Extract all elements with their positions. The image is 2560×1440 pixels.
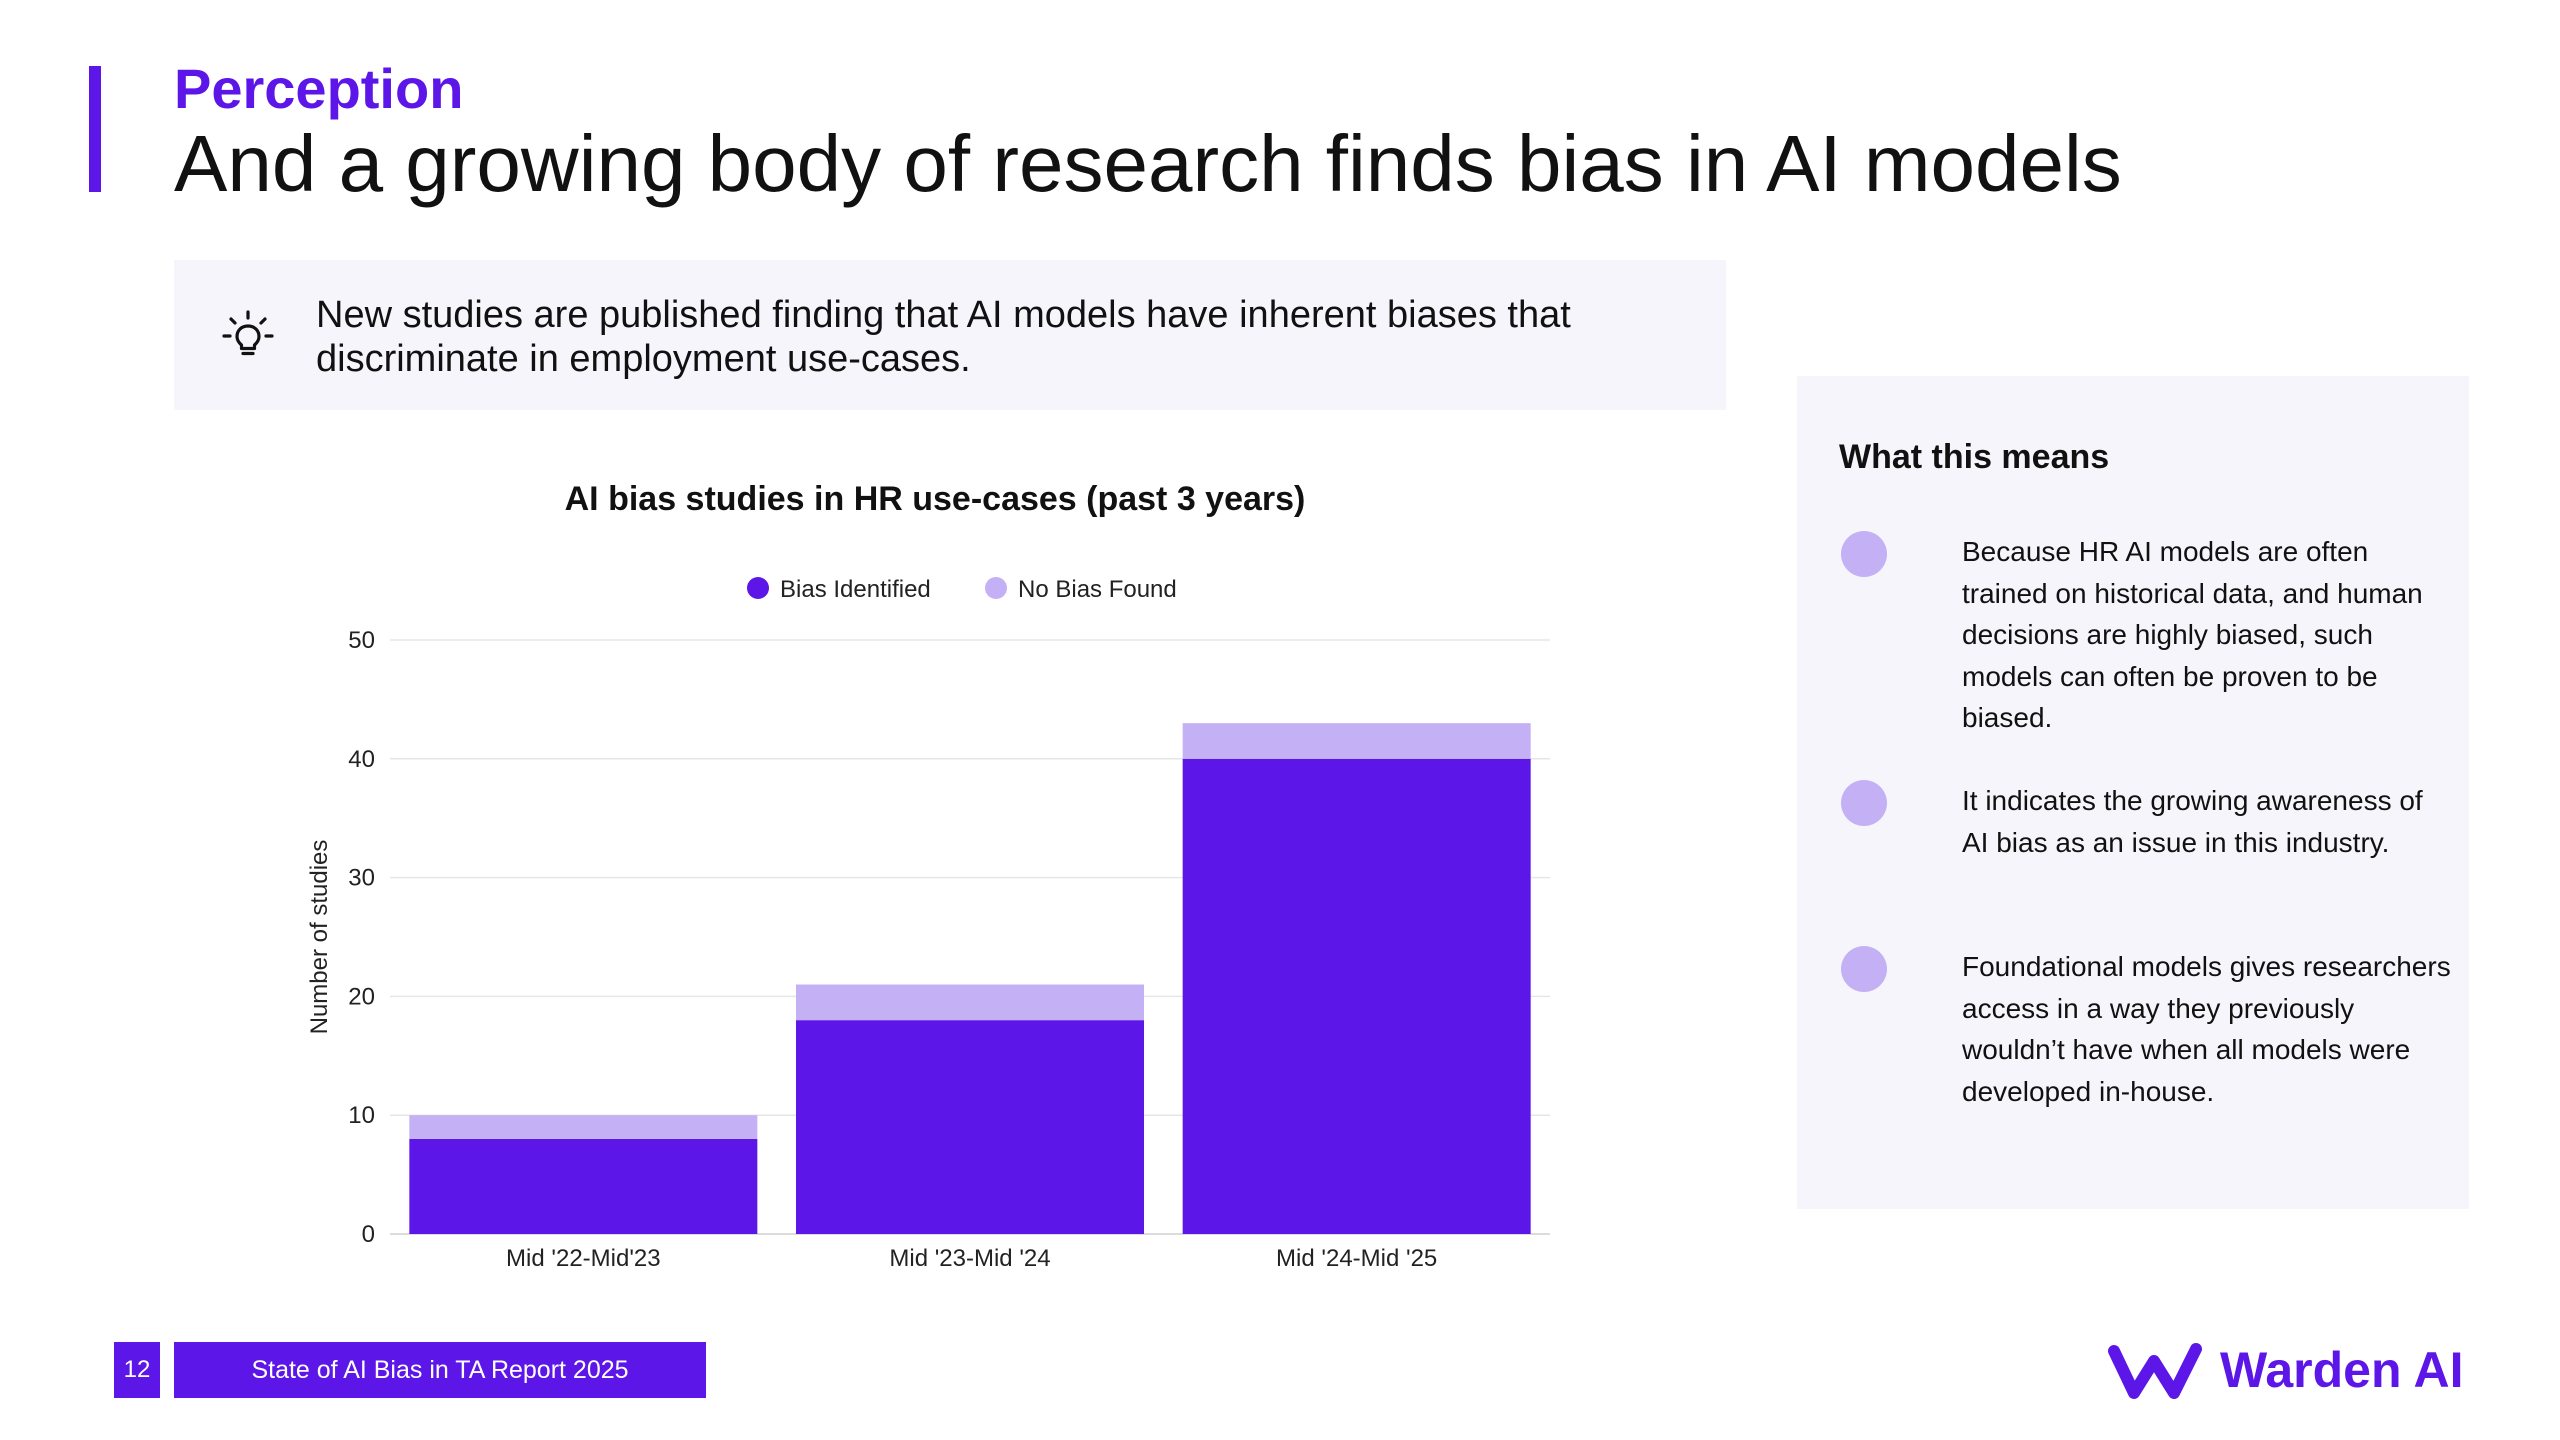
logo-text: Warden AI — [2220, 1342, 2464, 1398]
page-title: And a growing body of research finds bia… — [174, 119, 2122, 208]
point-text: Because HR AI models are often trained o… — [1962, 536, 2423, 733]
page-number: 12 — [114, 1342, 160, 1398]
legend-label-1: Bias Identified — [780, 576, 931, 603]
bullet-dot-icon — [1841, 946, 1887, 992]
y-tick-label: 20 — [348, 983, 375, 1010]
report-title: State of AI Bias in TA Report 2025 — [174, 1342, 706, 1398]
y-axis-label: Number of studies — [306, 840, 333, 1035]
legend-marker-1 — [747, 577, 769, 599]
bar-2-1 — [409, 1115, 758, 1139]
x-tick-label: Mid '22-Mid'23 — [506, 1245, 661, 1272]
bullet-dot-icon — [1841, 531, 1887, 577]
y-tick-label: 30 — [348, 865, 375, 892]
chart-title: AI bias studies in HR use-cases (past 3 … — [565, 480, 1306, 518]
warden-logo-icon — [2108, 1343, 2202, 1399]
lightbulb-icon — [222, 310, 274, 356]
point-text: Foundational models gives researchers ac… — [1962, 951, 2451, 1107]
x-tick-label: Mid '24-Mid '25 — [1276, 1245, 1437, 1272]
what-this-means-panel: What this means Because HR AI models are… — [1797, 376, 2469, 1209]
bar-1-3 — [1182, 758, 1531, 1234]
bullet-dot-icon — [1841, 780, 1887, 826]
bar-1-1 — [409, 1138, 758, 1234]
point-text: It indicates the growing awareness of AI… — [1962, 785, 2423, 858]
legend-marker-2 — [985, 577, 1007, 599]
side-panel-title: What this means — [1839, 438, 2110, 476]
bar-2-2 — [796, 984, 1144, 1021]
y-tick-label: 0 — [362, 1221, 375, 1248]
title-accent-bar — [89, 66, 101, 192]
callout-text: New studies are published finding that A… — [316, 294, 1571, 380]
section-label: Perception — [174, 57, 464, 120]
y-tick-label: 50 — [348, 627, 375, 654]
x-tick-label: Mid '23-Mid '24 — [889, 1245, 1050, 1272]
bar-2-3 — [1182, 723, 1531, 759]
bar-chart: AI bias studies in HR use-cases (past 3 … — [306, 480, 1550, 1272]
y-tick-label: 40 — [348, 746, 375, 773]
callout-box: New studies are published finding that A… — [174, 260, 1726, 410]
legend-label-2: No Bias Found — [1018, 576, 1177, 603]
y-tick-label: 10 — [348, 1102, 375, 1129]
bar-1-2 — [796, 1020, 1144, 1234]
